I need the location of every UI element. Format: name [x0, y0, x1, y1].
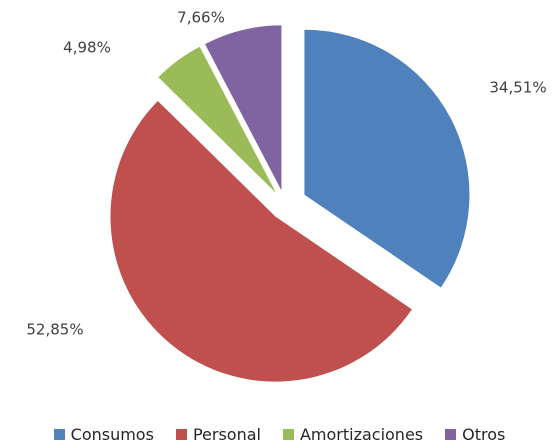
legend-swatch — [282, 429, 294, 440]
legend-label: Personal — [192, 425, 261, 444]
data-label: 4,98% — [63, 39, 111, 57]
legend-swatch — [445, 429, 457, 440]
pie-slice — [205, 25, 282, 191]
data-label: 52,85% — [26, 321, 83, 339]
pie-slice — [110, 100, 412, 382]
pie-slice — [304, 29, 470, 288]
legend-item: Consumos — [53, 425, 154, 444]
legend-label: Amortizaciones — [299, 425, 424, 444]
plot: 34,51% 52,85% 4,98% 7,66% — [26, 9, 547, 382]
legend-label: Consumos — [70, 425, 154, 444]
legend-item: Otros — [445, 425, 505, 444]
data-label: 7,66% — [177, 9, 225, 27]
legend-item: Personal — [175, 425, 261, 444]
legend-swatch — [175, 429, 187, 440]
data-label: 34,51% — [489, 79, 546, 97]
legend-item: Amortizaciones — [282, 425, 424, 444]
pie-slice — [158, 46, 277, 193]
legend-label: Otros — [462, 425, 506, 444]
legend-swatch — [53, 429, 65, 440]
legend: Consumos Personal Amortizaciones Otros — [0, 425, 559, 444]
